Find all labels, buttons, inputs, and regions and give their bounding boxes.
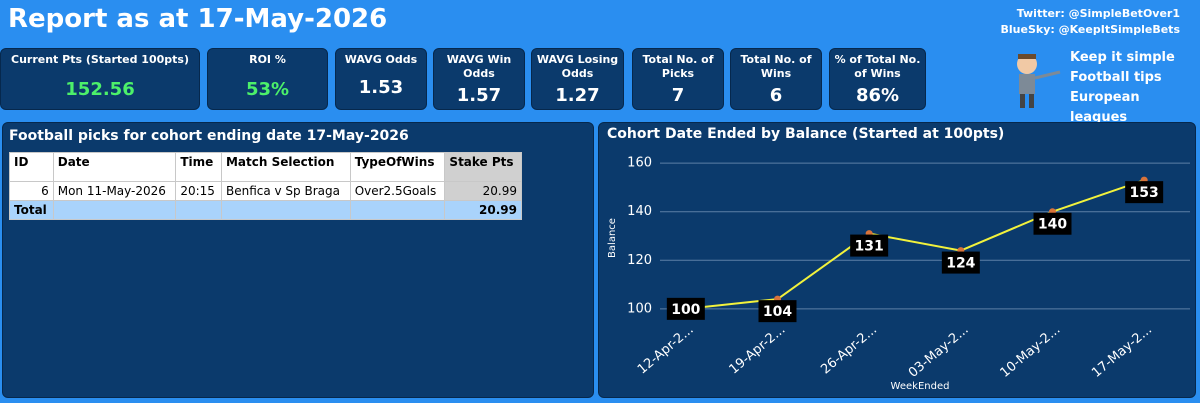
- kpi-value: 86%: [855, 85, 900, 106]
- kpi-label: WAVG Win Odds: [446, 53, 512, 80]
- cell: 20:15: [175, 181, 222, 201]
- tagline-line: Keep it simple: [1070, 50, 1175, 65]
- data-label: 131: [855, 239, 884, 255]
- bluesky: BlueSky: @KeepItSimpleBets: [1000, 23, 1180, 36]
- report-title: Report as at 17-May-2026: [8, 4, 388, 34]
- kpi-card: % of Total No. of Wins 86%: [829, 48, 926, 110]
- kpi-label: ROI %: [249, 53, 286, 66]
- y-tick-label: 100: [627, 301, 652, 316]
- table-panel: Football picks for cohort ending date 17…: [2, 122, 594, 398]
- kpi-card: ROI % 53%: [207, 48, 328, 110]
- series-line: [685, 179, 1145, 310]
- data-label-bg: [666, 297, 705, 320]
- data-label-bg: [1125, 181, 1164, 204]
- data-label: 124: [946, 256, 975, 272]
- y-tick-label: 160: [627, 156, 652, 171]
- total-label: Total: [9, 200, 54, 220]
- y-tick-label: 120: [627, 253, 652, 268]
- data-label: 104: [763, 304, 792, 320]
- kpi-card: WAVG Losing Odds 1.27: [531, 48, 624, 110]
- data-label-bg: [941, 251, 980, 274]
- y-axis-title: Balance: [607, 218, 618, 258]
- kpi-value: 1.57: [456, 85, 502, 106]
- kpi-value: 53%: [245, 79, 290, 100]
- cell: [220, 200, 351, 220]
- mascot: [1017, 54, 1061, 108]
- row: 6 Mon 11-May-2026 20:15 Benfica v Sp Bra…: [9, 181, 522, 201]
- x-tick-label: 17-May-2...: [1089, 322, 1155, 381]
- x-tick-label: 12-Apr-2...: [635, 322, 697, 377]
- header-row: ID Date Time Match Selection TypeOfWins …: [9, 152, 522, 182]
- x-tick-label: 03-May-2...: [906, 322, 972, 381]
- kpi-label: WAVG Odds: [344, 53, 418, 66]
- kpi-label: WAVG Losing Odds: [536, 53, 619, 80]
- kpi-label: Total No. of Wins: [740, 53, 812, 80]
- kpi-value: 1.27: [555, 85, 600, 106]
- y-tick-label: 140: [627, 204, 652, 219]
- kpi-card: Total No. of Wins 6: [730, 48, 822, 110]
- total-row: Total 20.99: [9, 200, 522, 220]
- picks-table: ID Date Time Match Selection TypeOfWins …: [9, 152, 522, 220]
- total-value: 20.99: [444, 200, 522, 220]
- x-axis-title: WeekEnded: [891, 381, 950, 392]
- cell: [349, 200, 446, 220]
- tagline-line: Football tips: [1070, 70, 1162, 85]
- data-label-bg: [1033, 212, 1072, 235]
- kpi-value: 152.56: [65, 79, 135, 100]
- kpi-label: Current Pts (Started 100pts): [11, 53, 189, 66]
- kpi-card: WAVG Win Odds 1.57: [433, 48, 525, 110]
- tagline: Keep it simple Football tips European le…: [1070, 48, 1200, 128]
- data-label-bg: [850, 234, 889, 257]
- data-label: 140: [1038, 217, 1067, 233]
- x-tick-label: 19-Apr-2...: [727, 322, 789, 377]
- col-header: Stake Pts: [444, 152, 522, 182]
- data-label: 153: [1130, 185, 1159, 201]
- tagline-line: European leagues: [1070, 90, 1140, 125]
- col-header[interactable]: Date: [52, 152, 177, 182]
- x-tick-label: 10-May-2...: [998, 322, 1064, 381]
- cell: 20.99: [444, 181, 522, 201]
- kpi-label: Total No. of Picks: [642, 53, 714, 80]
- cell: [52, 200, 177, 220]
- data-label: 100: [671, 302, 700, 318]
- x-tick-label: 26-Apr-2...: [818, 322, 880, 377]
- col-header: TypeOfWins: [349, 152, 446, 182]
- chart-title: Cohort Date Ended by Balance (Started at…: [607, 126, 1004, 142]
- kpi-label: % of Total No. of Wins: [834, 53, 921, 80]
- kpi-card: Current Pts (Started 100pts) 152.56: [0, 48, 200, 110]
- kpi-value: 7: [671, 85, 685, 106]
- twitter: Twitter: @SimpleBetOver1: [1016, 7, 1180, 20]
- kpi-card: Total No. of Picks 7: [632, 48, 724, 110]
- table-title: Football picks for cohort ending date 17…: [9, 128, 409, 144]
- kpi-value: 1.53: [358, 77, 404, 98]
- kpi-value: 6: [769, 85, 783, 106]
- data-label-bg: [758, 300, 797, 323]
- kpi-card: WAVG Odds 1.53: [335, 48, 427, 110]
